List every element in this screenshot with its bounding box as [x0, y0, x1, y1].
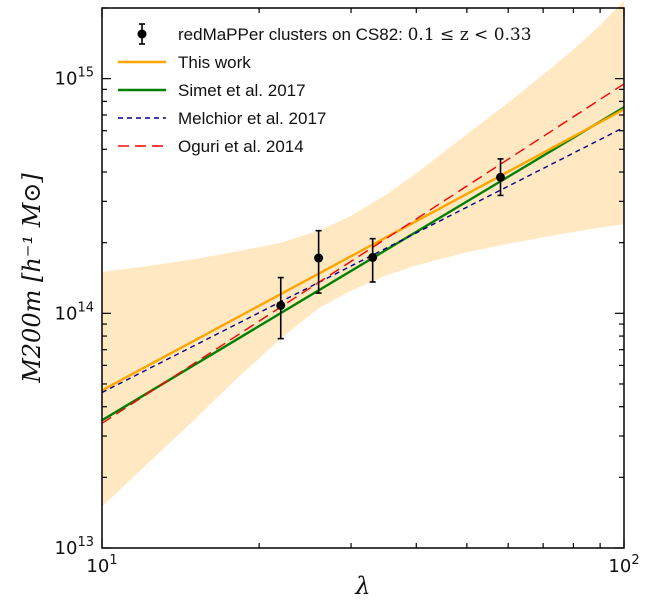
legend-label: This work — [178, 53, 251, 72]
legend-entry-5: Oguri et al. 2014 — [118, 137, 304, 156]
legend-entry-4: Melchior et al. 2017 — [118, 109, 326, 128]
data-point-2 — [314, 253, 324, 263]
x-tick-label-1: 101 — [86, 553, 117, 577]
y-tick-label-1: 1013 — [55, 535, 94, 559]
legend-label: Melchior et al. 2017 — [178, 109, 326, 128]
series-line-oguri-et-al-2014 — [101, 83, 625, 424]
legend-entry-2: This work — [118, 53, 251, 72]
legend-label: redMaPPer clusters on CS82: 0.1 ≤ z < 0.… — [178, 25, 532, 45]
series-lines-layer — [101, 83, 625, 424]
legend-entry-3: Simet et al. 2017 — [118, 81, 306, 100]
legend-entry-1: redMaPPer clusters on CS82: 0.1 ≤ z < 0.… — [137, 23, 532, 45]
tick-labels-layer: 101 102 1013 1014 1015 — [55, 66, 640, 577]
data-point-1 — [276, 300, 286, 310]
series-line-melchior-et-al-2017 — [101, 126, 625, 394]
y-tick-label-3: 1015 — [55, 66, 94, 90]
y-tick-label-2: 1014 — [55, 300, 94, 324]
legend-label: Simet et al. 2017 — [178, 81, 306, 100]
legend: redMaPPer clusters on CS82: 0.1 ≤ z < 0.… — [118, 23, 532, 156]
y-axis-label: M200m [h⁻¹ M⊙] — [18, 173, 46, 384]
series-line-this-work — [101, 108, 625, 392]
legend-label: Oguri et al. 2014 — [178, 137, 304, 156]
x-axis-label: λ — [354, 572, 370, 600]
legend-point-symbol — [137, 29, 147, 39]
series-line-simet-et-al-2017 — [101, 106, 625, 422]
plot-frame — [101, 7, 625, 549]
data-point-3 — [368, 252, 378, 262]
tick-marks-layer — [101, 7, 625, 549]
data-point-4 — [496, 172, 506, 182]
data-points-layer — [276, 158, 506, 340]
x-tick-label-2: 102 — [608, 553, 639, 577]
